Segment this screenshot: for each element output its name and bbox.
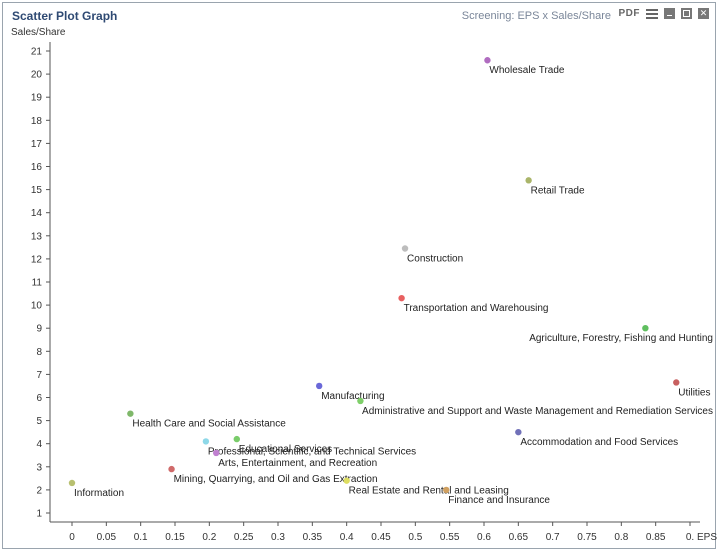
x-tick-label: 0.05 [97,532,117,543]
data-point-label: Real Estate and Rental and Leasing [349,486,509,497]
y-tick-label: 3 [36,462,42,473]
x-tick-label: 0.4 [340,532,354,543]
data-point-label: Finance and Insurance [448,495,550,506]
x-tick-label: 0.85 [646,532,666,543]
data-point [443,486,450,494]
y-tick-label: 11 [32,278,43,289]
x-tick-label: 0.65 [509,532,529,543]
data-point [213,449,220,457]
y-tick-label: 8 [36,347,42,358]
x-tick-label: 0.2 [202,532,216,543]
data-point-label: Educational Services [239,444,332,455]
data-point-label: Manufacturing [321,391,384,402]
y-tick-label: 7 [36,370,42,381]
x-tick-label: 0.55 [440,532,460,543]
data-point-label: Information [74,488,124,499]
data-point [357,397,364,405]
y-tick-label: 17 [31,139,43,150]
data-point [398,294,405,302]
data-point [316,382,323,390]
y-tick-label: 6 [36,393,42,404]
data-point [202,438,210,445]
panel-title: Scatter Plot Graph [12,9,118,23]
x-tick-label: 0. [686,532,694,543]
y-tick-label: 13 [31,231,43,242]
y-tick-label: 10 [31,301,43,312]
data-point [525,177,532,184]
minimize-icon[interactable] [664,8,675,19]
data-point [642,325,649,332]
x-tick-label: 0.8 [614,532,628,543]
data-point-label: Transportation and Warehousing [404,303,549,314]
y-tick-label: 18 [31,116,43,127]
y-tick-label: 2 [36,485,42,496]
x-tick-label: 0.1 [134,532,148,543]
y-tick-label: 21 [31,47,43,58]
y-tick-label: 15 [31,185,43,196]
y-tick-label: 4 [36,439,42,450]
y-tick-label: 5 [36,416,42,427]
x-tick-label: 0 [69,532,75,543]
x-tick-label: 0.35 [303,532,323,543]
y-tick-label: 9 [36,324,42,335]
panel-subtitle: Screening: EPS x Sales/Share [461,10,611,22]
pdf-export-button[interactable]: PDF [618,8,640,19]
x-tick-label: 0.3 [271,532,285,543]
x-axis-label: EPS [697,532,717,543]
data-point [515,428,522,436]
data-point [484,57,491,64]
close-icon[interactable]: ✕ [698,8,709,19]
x-tick-label: 0.45 [371,532,391,543]
data-point [168,465,175,473]
y-tick-label: 1 [36,509,42,520]
data-point-label: Utilities [678,387,710,398]
y-tick-label: 12 [31,254,43,265]
maximize-icon[interactable] [681,8,692,19]
data-point-label: Wholesale Trade [489,65,564,76]
data-point-label: Mining, Quarrying, and Oil and Gas Extra… [174,474,378,485]
data-point-label: Health Care and Social Assistance [132,419,286,430]
data-point-label: Agriculture, Forestry, Fishing and Hunti… [529,333,713,344]
y-tick-label: 19 [31,93,43,104]
y-tick-label: 14 [31,208,43,219]
data-point [343,477,350,484]
data-point-label: Accommodation and Food Services [520,437,678,448]
x-tick-label: 0.6 [477,532,491,543]
data-point [127,410,134,417]
data-point-label: Professional, Scientific, and Technical … [208,446,416,457]
data-point [673,379,680,386]
y-tick-label: 20 [31,70,43,81]
y-axis-label: Sales/Share [11,27,66,38]
y-tick-label: 16 [31,162,43,173]
data-point [68,479,76,487]
x-tick-label: 0.5 [408,532,422,543]
data-point-label: Administrative and Support and Waste Man… [362,406,713,417]
data-point [401,245,409,252]
data-point [233,435,240,443]
x-tick-label: 0.75 [577,532,597,543]
toolbar: PDF ✕ [618,8,709,19]
data-point-label: Construction [407,254,463,265]
menu-icon[interactable] [646,8,658,19]
x-tick-label: 0.15 [165,532,185,543]
x-tick-label: 0.25 [234,532,254,543]
data-point-label: Arts, Entertainment, and Recreation [218,458,377,469]
data-point-label: Retail Trade [531,185,585,196]
x-tick-label: 0.7 [546,532,560,543]
